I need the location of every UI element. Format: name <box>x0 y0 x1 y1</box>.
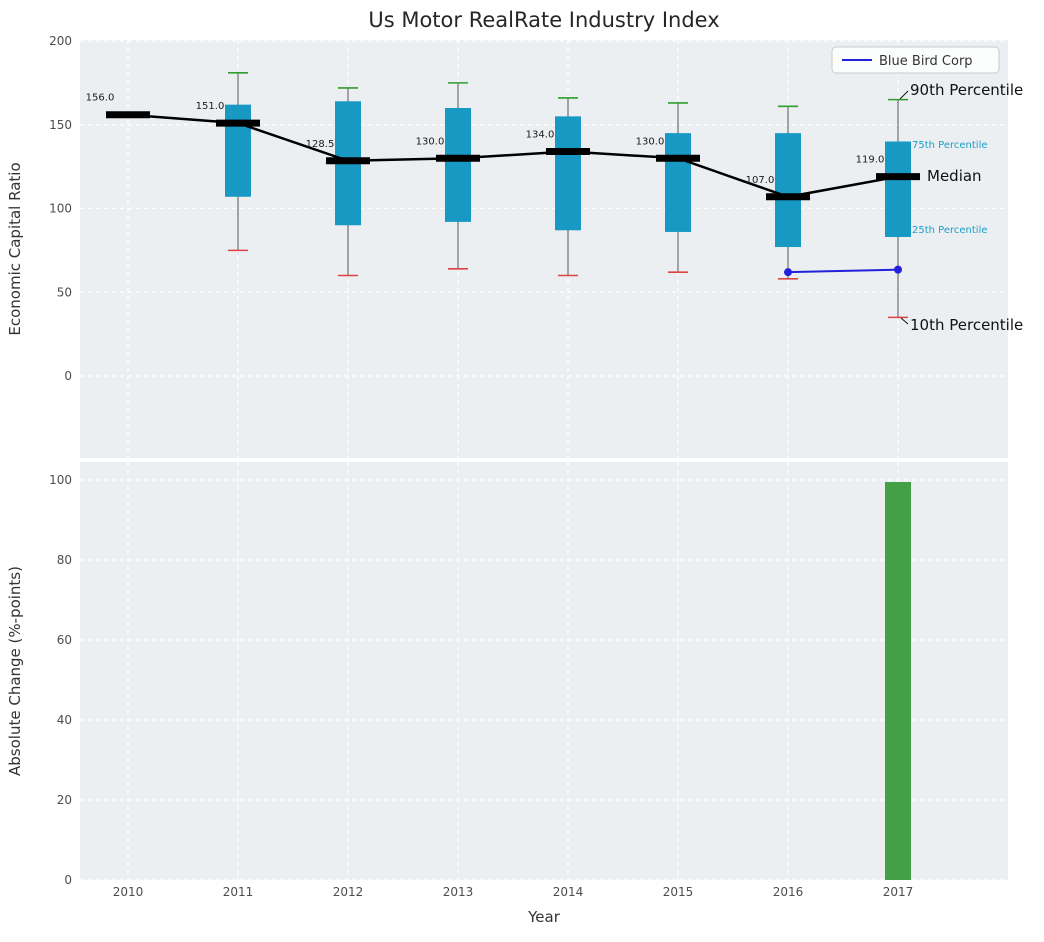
chart-title: Us Motor RealRate Industry Index <box>368 8 720 32</box>
x-tick-label: 2012 <box>333 885 364 899</box>
x-tick-label: 2016 <box>773 885 804 899</box>
corp-point <box>784 268 792 277</box>
y-tick-label: 80 <box>57 553 72 567</box>
annotation-median: Median <box>927 167 982 185</box>
bottom-plot-area <box>80 462 1008 880</box>
x-tick-label: 2011 <box>223 885 254 899</box>
iqr-box <box>775 133 801 248</box>
x-tick-label: 2017 <box>883 885 914 899</box>
y-tick-label: 0 <box>64 873 72 887</box>
annotation-leader <box>899 90 909 100</box>
iqr-box <box>555 116 581 231</box>
median-value-label: 128.5 <box>306 139 335 150</box>
bottom-y-axis-label: Absolute Change (%-points) <box>6 566 24 776</box>
median-line <box>127 113 899 199</box>
iqr-box <box>665 133 691 232</box>
annotation-90th: 90th Percentile <box>910 81 1023 99</box>
annotation-75th: 75th Percentile <box>912 140 988 151</box>
annotation-10th: 10th Percentile <box>910 316 1023 334</box>
y-tick-label: 100 <box>49 202 72 216</box>
median-value-label: 134.0 <box>526 130 555 141</box>
top-chart: 0 50 100 150 200 156.0 151.0 128.5 130.0 134.0 130… <box>6 34 1023 458</box>
x-tick-label: 2010 <box>113 885 144 899</box>
annotation-25th: 25th Percentile <box>912 225 988 236</box>
y-tick-label: 0 <box>64 369 72 383</box>
y-tick-label: 200 <box>49 34 72 48</box>
median-value-label: 151.0 <box>196 101 225 112</box>
y-tick-label: 60 <box>57 633 72 647</box>
iqr-box <box>445 108 471 222</box>
bottom-chart: 0 20 40 60 80 100 2010 2011 2012 2013 2014 2015 2016… <box>6 462 1008 926</box>
iqr-box <box>225 104 251 197</box>
y-tick-label: 50 <box>57 285 72 299</box>
x-tick-label: 2015 <box>663 885 694 899</box>
corp-point <box>894 265 902 274</box>
median-value-label: 130.0 <box>636 136 665 147</box>
y-tick-label: 40 <box>57 713 72 727</box>
median-value-label: 130.0 <box>416 136 445 147</box>
corp-line <box>787 268 899 274</box>
change-bar <box>885 482 911 880</box>
y-tick-label: 100 <box>49 473 72 487</box>
y-tick-label: 20 <box>57 793 72 807</box>
median-value-label: 156.0 <box>86 93 115 104</box>
legend-label: Blue Bird Corp <box>879 54 973 69</box>
x-axis-label: Year <box>527 908 561 926</box>
annotation-leader <box>900 317 909 325</box>
top-y-axis-label: Economic Capital Ratio <box>6 162 24 335</box>
x-tick-label: 2014 <box>553 885 584 899</box>
x-tick-label: 2013 <box>443 885 474 899</box>
legend-box <box>831 46 1000 74</box>
median-value-label: 119.0 <box>856 155 885 166</box>
y-tick-label: 150 <box>49 118 72 132</box>
iqr-box <box>885 141 911 237</box>
median-value-label: 107.0 <box>746 175 775 186</box>
